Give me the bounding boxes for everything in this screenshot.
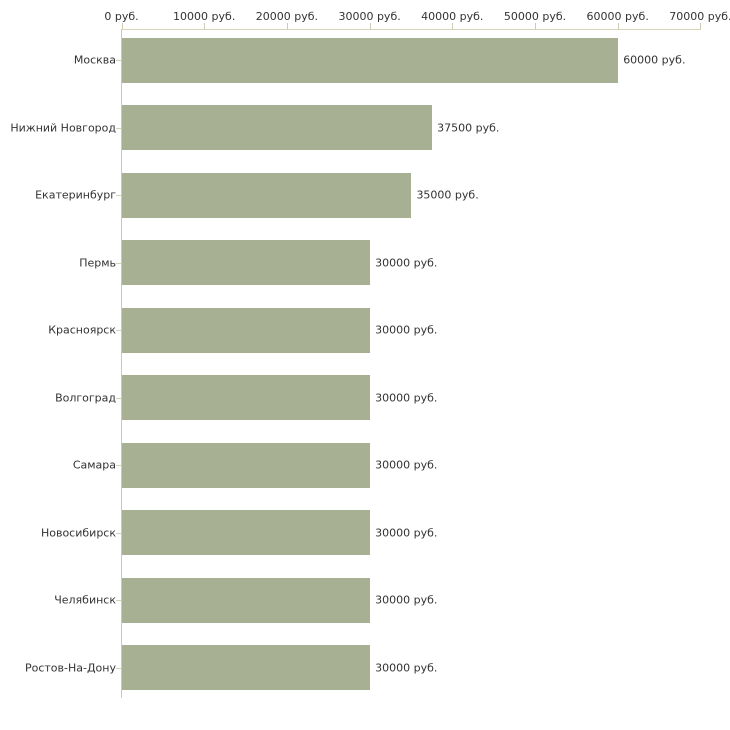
category-tick bbox=[116, 397, 121, 399]
bar bbox=[122, 645, 371, 691]
value-label: 30000 руб. bbox=[375, 661, 438, 675]
x-axis-line bbox=[121, 29, 702, 30]
value-label: 30000 руб. bbox=[375, 323, 438, 337]
value-label: 30000 руб. bbox=[375, 391, 438, 405]
x-axis-tick-label: 30000 руб. bbox=[338, 10, 401, 23]
x-axis-tick-label: 50000 руб. bbox=[503, 10, 567, 23]
category-tick bbox=[116, 60, 121, 61]
x-axis-tick-label: 10000 руб. bbox=[173, 10, 236, 23]
bar bbox=[122, 240, 371, 286]
category-label: Самара bbox=[72, 458, 116, 472]
category-label: Красноярск bbox=[48, 323, 116, 337]
x-axis-tick bbox=[535, 23, 536, 29]
category-label: Нижний Новгород bbox=[10, 121, 116, 135]
x-axis-tick bbox=[204, 23, 206, 29]
value-label: 37500 руб. bbox=[437, 121, 500, 135]
x-axis-tick bbox=[286, 23, 288, 29]
category-tick bbox=[116, 465, 121, 467]
category-tick bbox=[116, 195, 121, 197]
bar bbox=[122, 375, 371, 421]
category-label: Пермь bbox=[79, 256, 116, 270]
bar bbox=[122, 37, 619, 83]
x-axis-tick-label: 60000 руб. bbox=[586, 10, 649, 23]
category-tick bbox=[116, 127, 121, 129]
category-tick bbox=[116, 600, 121, 602]
value-label: 30000 руб. bbox=[375, 526, 438, 540]
bar bbox=[122, 172, 412, 218]
x-axis-tick-label: 70000 руб. bbox=[669, 10, 730, 23]
category-tick bbox=[116, 667, 121, 669]
category-label: Челябинск bbox=[54, 593, 116, 607]
x-axis-tick-label: 40000 руб. bbox=[421, 10, 484, 23]
x-axis-tick bbox=[121, 23, 123, 29]
category-label: Ростов-На-Дону bbox=[24, 661, 116, 675]
category-tick bbox=[116, 330, 121, 332]
bar bbox=[122, 105, 433, 151]
bar bbox=[122, 442, 371, 488]
category-label: Волгоград bbox=[55, 391, 116, 405]
value-label: 30000 руб. bbox=[375, 458, 438, 472]
value-label: 35000 руб. bbox=[416, 188, 479, 202]
value-label: 30000 руб. bbox=[375, 256, 438, 270]
x-axis-tick bbox=[617, 23, 619, 29]
category-label: Новосибирск bbox=[40, 526, 116, 540]
x-axis-tick bbox=[369, 23, 371, 29]
y-axis-line bbox=[121, 29, 122, 698]
bar bbox=[122, 577, 371, 623]
x-axis-tick bbox=[452, 23, 454, 29]
x-axis-tick-label: 0 руб. bbox=[104, 10, 139, 23]
bar bbox=[122, 307, 371, 353]
bar bbox=[122, 510, 371, 556]
value-label: 30000 руб. bbox=[375, 593, 438, 607]
category-tick bbox=[116, 262, 121, 264]
category-label: Екатеринбург bbox=[35, 188, 116, 202]
category-label: Москва bbox=[73, 53, 116, 67]
value-label: 60000 руб. bbox=[623, 53, 686, 67]
x-axis-tick bbox=[700, 23, 702, 29]
category-tick bbox=[116, 532, 121, 534]
x-axis-tick-label: 20000 руб. bbox=[255, 10, 319, 23]
